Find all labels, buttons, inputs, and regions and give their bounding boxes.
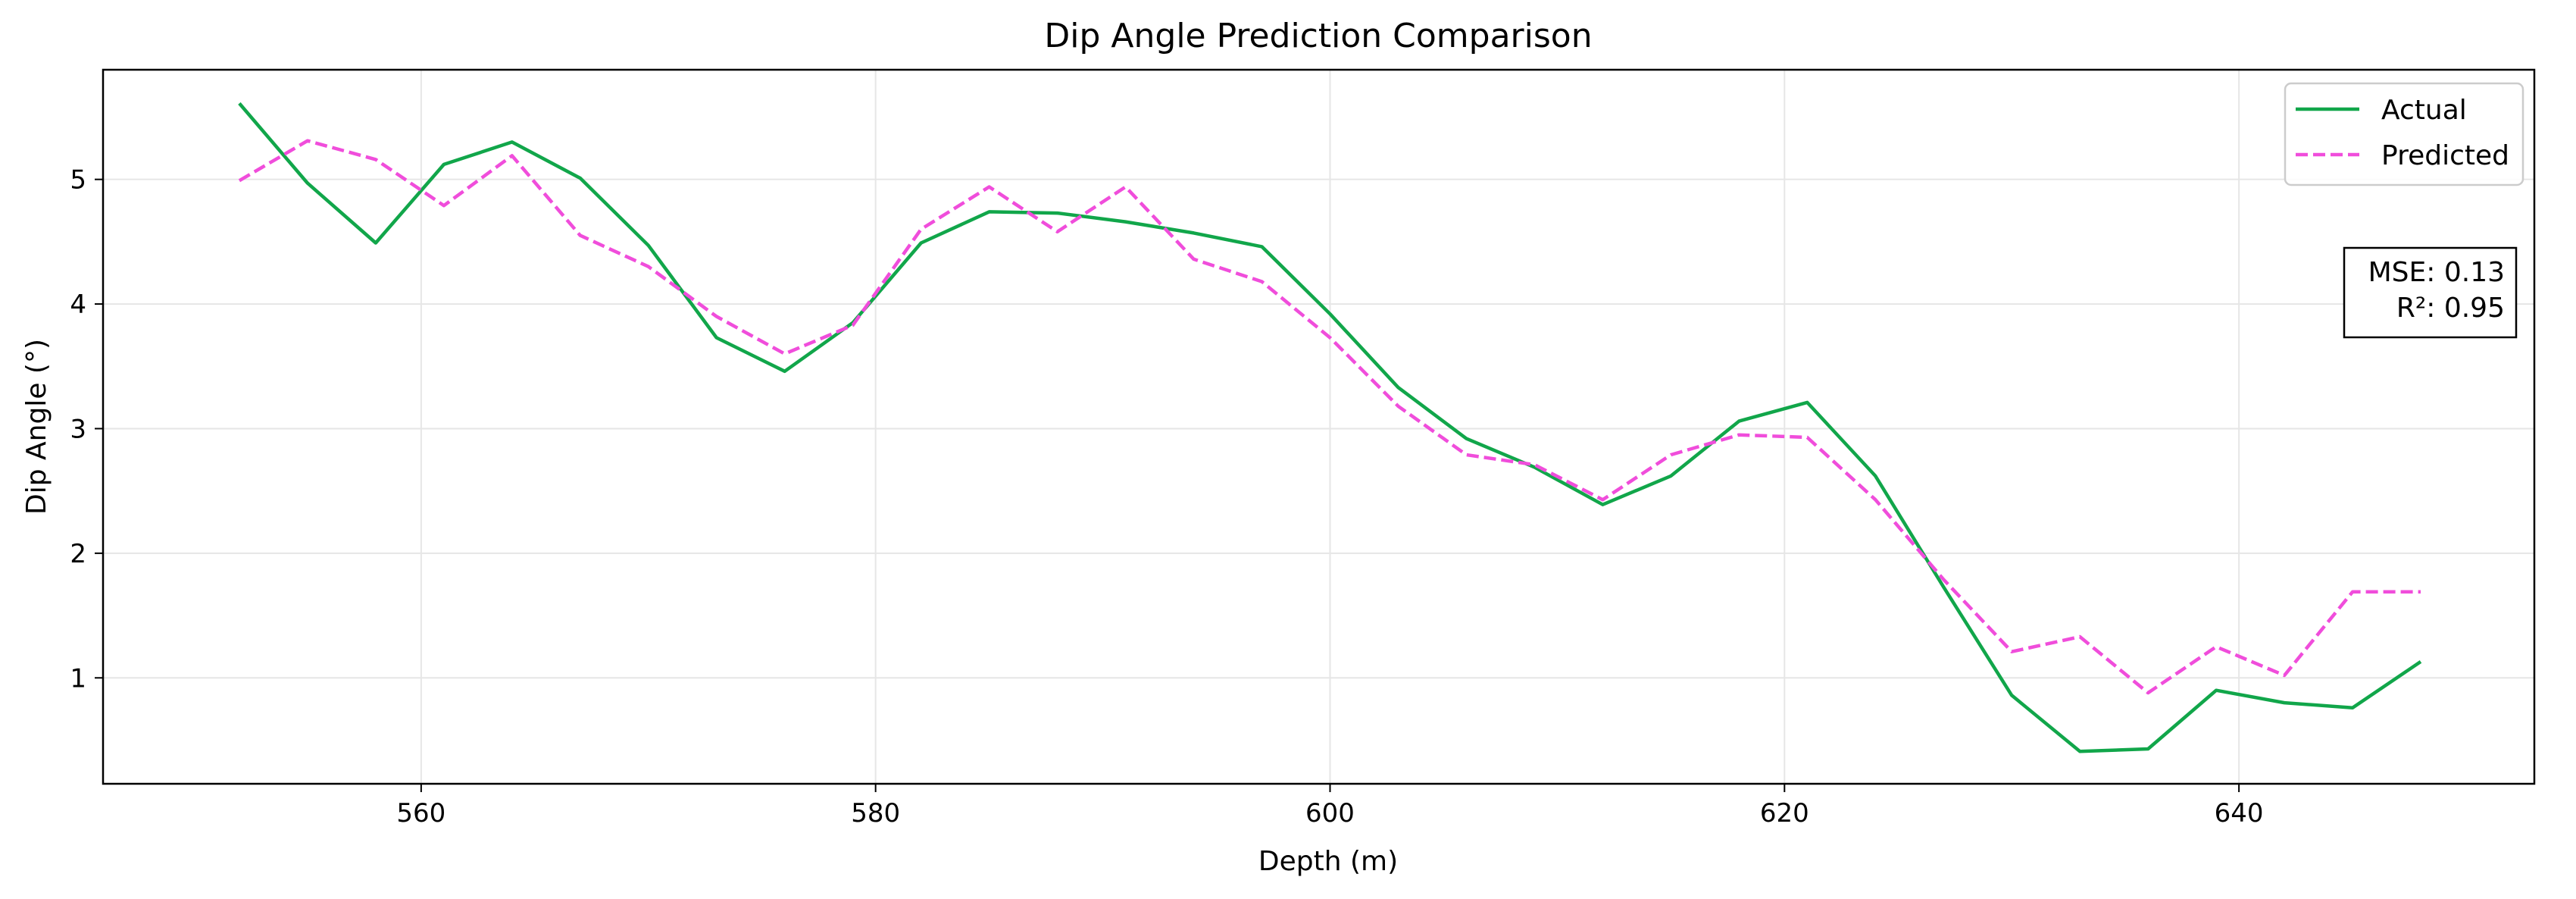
series-predicted-point <box>783 352 786 356</box>
series-actual-point <box>1055 211 1058 215</box>
series-predicted-point <box>1669 453 1672 456</box>
series-predicted-point <box>1601 498 1604 501</box>
series-actual-point <box>1192 231 1195 234</box>
series-predicted-point <box>2078 635 2081 638</box>
series-actual-line <box>238 102 2422 753</box>
series-predicted-point <box>442 204 445 207</box>
series-predicted-point <box>1260 280 1263 283</box>
y-axis-label: Dip Angle (°) <box>21 339 52 515</box>
series-predicted-point <box>306 139 309 143</box>
plot-frame <box>102 68 2536 785</box>
series-predicted-point <box>1328 336 1331 339</box>
series-predicted-point <box>374 158 377 161</box>
series-predicted-point <box>1055 230 1058 233</box>
mse-annotation: MSE: 0.13 <box>2368 257 2505 288</box>
series-predicted-line <box>238 139 2421 695</box>
series-actual-point <box>1396 386 1399 389</box>
series-actual-point <box>511 140 514 143</box>
x-tick-label: 600 <box>1305 798 1355 829</box>
y-tick-label: 4 <box>70 290 86 320</box>
series-actual-point <box>1669 475 1672 478</box>
series-predicted-point <box>2215 645 2218 648</box>
r2-annotation: R²: 0.95 <box>2396 293 2505 324</box>
series-predicted-point <box>1533 463 1536 466</box>
legend: Actual Predicted <box>2284 82 2524 186</box>
series-predicted-point <box>1942 578 1945 581</box>
series-predicted-point <box>1465 453 1468 456</box>
x-tick-label: 560 <box>396 798 445 829</box>
series-predicted-point <box>2146 691 2149 694</box>
series-actual-point <box>783 370 786 373</box>
series-actual-point <box>2351 706 2354 709</box>
y-tick-label: 2 <box>70 539 86 569</box>
ticks: 560 580 600 620 640 1 2 3 4 5 <box>70 165 2263 829</box>
series-actual-point <box>1737 419 1740 422</box>
series-actual-point <box>920 241 923 244</box>
y-tick-label: 1 <box>70 663 86 694</box>
series-actual-point <box>2283 701 2286 704</box>
series-actual-point <box>1465 437 1468 440</box>
stats-box-frame <box>2343 246 2518 339</box>
series-predicted-point <box>852 324 855 327</box>
series-group <box>238 102 2422 753</box>
series-actual-point <box>1874 475 1877 478</box>
series-actual-point <box>1260 245 1263 248</box>
series-predicted-point <box>511 154 514 157</box>
series-actual-point <box>1328 312 1331 315</box>
series-actual-point <box>1601 503 1604 506</box>
x-tick-label: 640 <box>2215 798 2264 829</box>
series-actual-point <box>987 210 990 213</box>
y-tick-label: 5 <box>70 165 86 196</box>
x-axis-label: Depth (m) <box>1258 846 1398 877</box>
series-predicted-point <box>1805 436 1809 439</box>
series-actual-point <box>2146 747 2149 750</box>
series-predicted-point <box>2010 650 2013 653</box>
series-predicted-point <box>647 265 650 268</box>
series-actual-point <box>238 102 241 105</box>
series-actual-point <box>374 241 377 244</box>
series-predicted-point <box>1396 405 1399 408</box>
series-actual-point <box>2078 750 2081 753</box>
series-predicted-point <box>1192 258 1195 261</box>
chart-title: Dip Angle Prediction Comparison <box>1044 17 1592 55</box>
series-actual-point <box>2419 660 2422 663</box>
series-predicted-point <box>715 315 718 318</box>
series-predicted-point <box>2283 674 2286 677</box>
stats-box: MSE: 0.13 R²: 0.95 <box>2343 246 2518 339</box>
series-actual-point <box>1805 401 1809 404</box>
series-actual-point <box>715 336 718 339</box>
series-actual-point <box>2010 694 2013 697</box>
series-actual-point <box>2215 689 2218 692</box>
series-predicted-point <box>2351 590 2354 594</box>
legend-actual-label: Actual <box>2381 95 2467 126</box>
legend-predicted-label: Predicted <box>2381 140 2509 171</box>
x-tick-label: 620 <box>1760 798 1809 829</box>
series-actual-point <box>306 181 309 184</box>
y-tick-label: 3 <box>70 414 86 444</box>
x-tick-label: 580 <box>851 798 900 829</box>
series-predicted-point <box>1124 185 1127 188</box>
series-predicted-point <box>238 179 241 182</box>
series-predicted-point <box>2419 590 2422 594</box>
series-predicted-point <box>1874 498 1877 501</box>
series-actual-point <box>579 177 582 180</box>
series-predicted-point <box>579 233 582 236</box>
series-actual-point <box>442 163 445 166</box>
series-predicted-point <box>987 185 990 188</box>
series-actual-point <box>1942 585 1945 588</box>
series-actual-point <box>647 244 650 247</box>
series-predicted-point <box>1737 434 1740 437</box>
series-predicted-point <box>920 227 923 230</box>
series-actual-point <box>1124 220 1127 223</box>
